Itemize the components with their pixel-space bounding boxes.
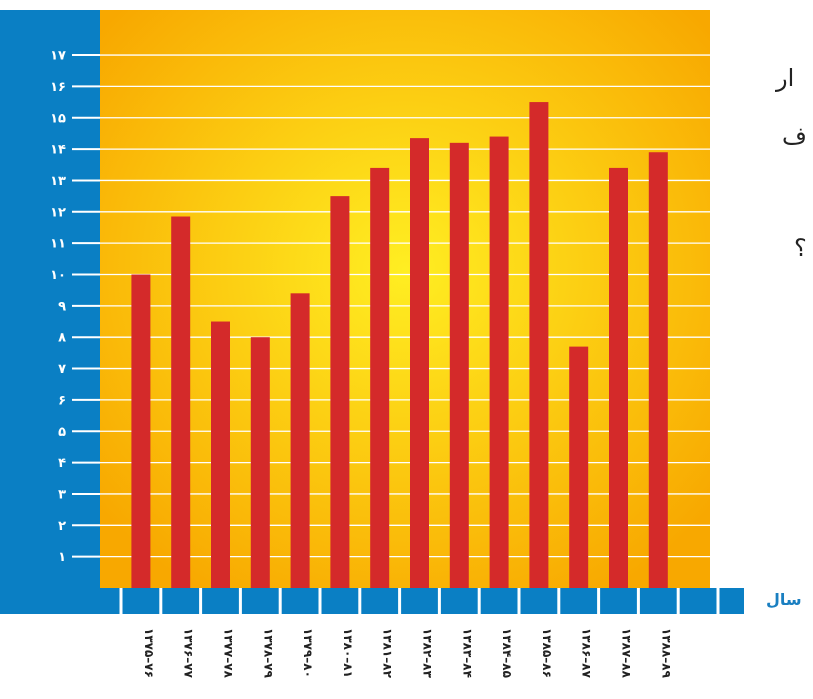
y-tick-label: ۱۰ bbox=[50, 268, 66, 283]
y-tick-label: ۱۷ bbox=[50, 49, 66, 64]
y-axis-band bbox=[0, 10, 100, 614]
bars bbox=[131, 102, 668, 589]
side-text-2: ف bbox=[782, 122, 807, 150]
x-tick-label: ۱۳۸۴–۸۵ bbox=[500, 628, 514, 678]
bar bbox=[569, 346, 589, 588]
x-tick-label: ۱۳۷۷–۷۸ bbox=[222, 628, 236, 679]
x-tick-label: ۱۳۷۹–۸۰ bbox=[301, 628, 315, 678]
bar bbox=[290, 293, 310, 588]
x-tick-label: ۱۳۸۰–۸۱ bbox=[341, 628, 355, 678]
x-tick-label: ۱۳۸۳–۸۴ bbox=[460, 628, 474, 678]
y-tick-label: ۶ bbox=[58, 393, 66, 408]
bar bbox=[330, 196, 350, 588]
y-tick-label: ۷ bbox=[58, 362, 66, 377]
x-tick-label: ۱۳۸۷–۸۸ bbox=[620, 628, 634, 679]
y-tick-label: ۵ bbox=[58, 425, 66, 440]
x-tick-label: ۱۳۷۸–۷۹ bbox=[261, 628, 275, 679]
y-tick-label: ۱۲ bbox=[50, 205, 66, 220]
y-tick-label: ۱۱ bbox=[50, 237, 66, 252]
x-axis-title: سال bbox=[766, 590, 802, 609]
y-tick-label: ۱۶ bbox=[50, 80, 66, 95]
x-axis-separators bbox=[119, 588, 720, 614]
bar bbox=[449, 142, 469, 588]
bar bbox=[410, 138, 429, 588]
bar bbox=[171, 216, 191, 588]
y-tick-label: ۲ bbox=[58, 519, 66, 534]
x-tick-label: ۱۳۸۲–۸۳ bbox=[421, 628, 435, 679]
x-tick-label: ۱۳۷۶–۷۷ bbox=[182, 628, 196, 679]
x-tick-label: ۱۳۸۸–۸۹ bbox=[659, 628, 673, 679]
bar bbox=[131, 274, 151, 588]
y-tick-label: ۸ bbox=[58, 331, 66, 346]
y-tick-label: ۴ bbox=[58, 456, 66, 471]
x-axis-band bbox=[0, 588, 744, 614]
y-tick-label: ۹ bbox=[58, 299, 66, 314]
x-tick-label: ۱۳۸۶–۸۷ bbox=[580, 628, 594, 679]
bar bbox=[609, 167, 628, 588]
side-text-1: ار bbox=[776, 64, 795, 92]
gridlines bbox=[100, 54, 710, 558]
y-tick-label: ۱۵ bbox=[50, 111, 66, 126]
x-tick-label: ۱۳۸۱–۸۲ bbox=[381, 628, 395, 679]
y-tick-label: ۱۴ bbox=[50, 143, 66, 158]
bar bbox=[529, 102, 549, 588]
y-tick-label: ۳ bbox=[58, 487, 66, 502]
x-tick-labels: ۱۳۷۵–۷۶ ۱۳۷۶–۷۷ ۱۳۷۷–۷۸ ۱۳۷۸–۷۹ ۱۳۷۹–۸۰ ۱۳۸۰–… bbox=[142, 628, 673, 679]
bar bbox=[250, 337, 270, 588]
y-tick-label: ۱ bbox=[58, 550, 66, 565]
x-tick-label: ۱۳۸۵–۸۶ bbox=[540, 628, 554, 678]
x-tick-label: ۱۳۷۵–۷۶ bbox=[142, 628, 156, 678]
bar bbox=[489, 136, 509, 588]
bar bbox=[370, 167, 390, 588]
side-text-3: ؟ bbox=[794, 234, 807, 262]
plot-background bbox=[100, 10, 710, 588]
bar bbox=[211, 321, 230, 588]
bar bbox=[648, 152, 668, 589]
y-tick-label: ۱۳ bbox=[50, 174, 66, 189]
